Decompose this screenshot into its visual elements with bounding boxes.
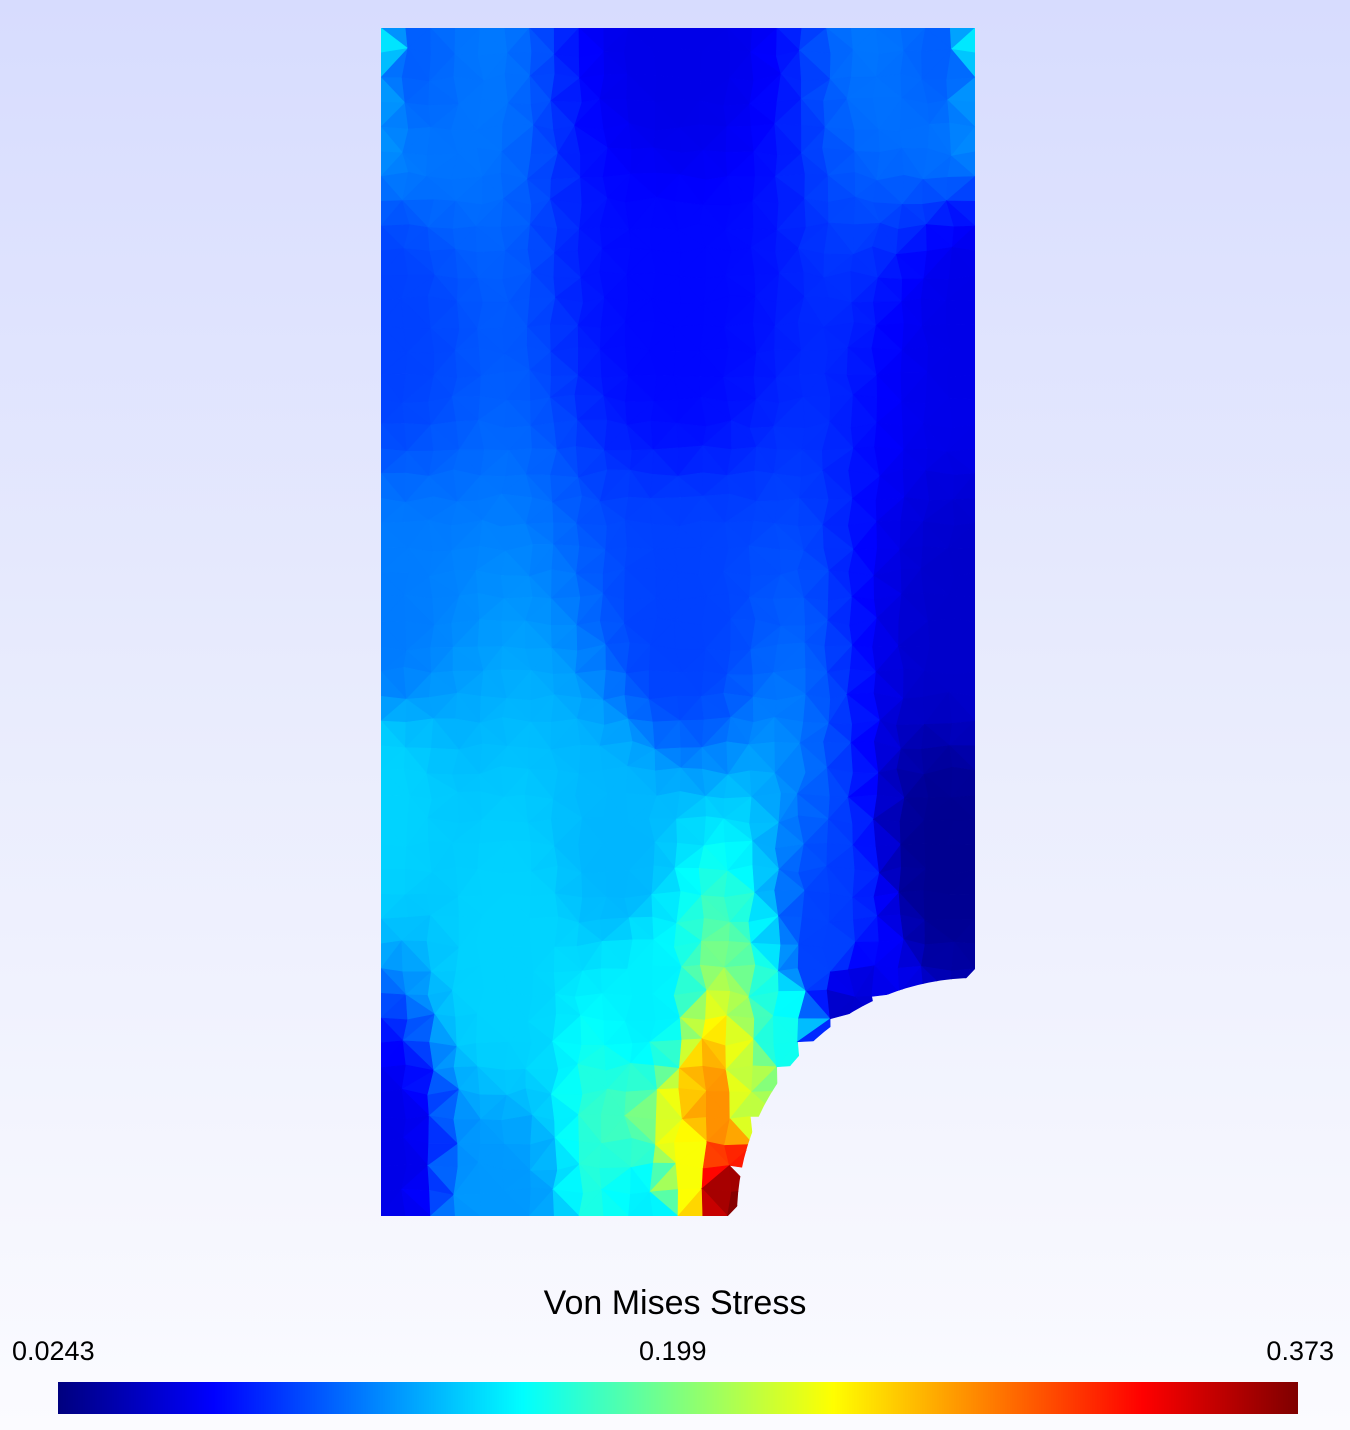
stress-plot-viewport: [381, 28, 975, 1216]
mesh-element: [728, 1164, 754, 1193]
mesh-element: [601, 1188, 630, 1216]
mesh-element: [453, 1194, 481, 1216]
mesh-element: [776, 1041, 800, 1068]
mesh-element: [649, 1191, 679, 1216]
colorbar-title: Von Mises Stress: [543, 1284, 807, 1322]
colorbar: [58, 1382, 1298, 1414]
mesh-element: [871, 964, 901, 997]
mesh-element: [950, 968, 975, 996]
mesh-element: [552, 1188, 580, 1216]
colorbar-max-label: 0.373: [1266, 1336, 1334, 1366]
mesh-element: [401, 1188, 432, 1216]
colorbar-mid-label: 0.199: [639, 1336, 707, 1366]
mesh-element: [503, 1190, 531, 1216]
colorbar-min-label: 0.0243: [12, 1336, 95, 1366]
stress-field-mesh: [381, 28, 975, 1216]
mesh-element: [727, 1189, 754, 1216]
mesh-element: [701, 1187, 729, 1216]
